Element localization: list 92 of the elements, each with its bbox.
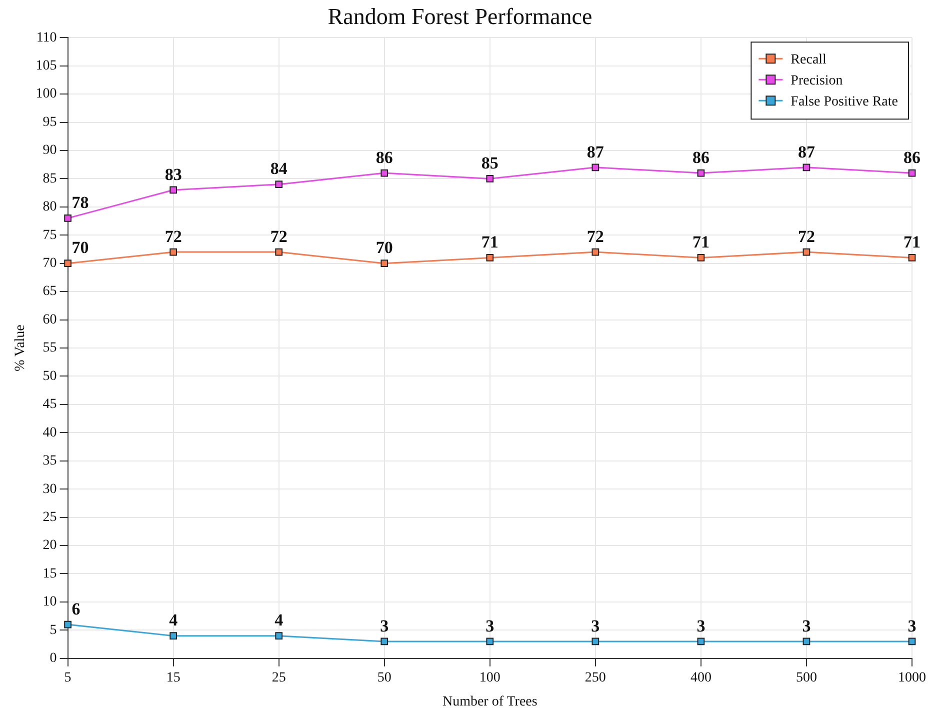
point bbox=[908, 254, 916, 262]
point bbox=[908, 169, 916, 177]
data-label: 3 bbox=[908, 616, 916, 636]
x-tick-label: 400 bbox=[690, 670, 712, 686]
y-tick-label: 25 bbox=[42, 510, 57, 525]
point bbox=[592, 638, 600, 646]
point bbox=[592, 164, 600, 172]
point bbox=[380, 169, 388, 177]
data-label: 3 bbox=[696, 616, 706, 636]
data-label: 4 bbox=[274, 610, 284, 630]
point bbox=[380, 638, 388, 646]
data-label: 86 bbox=[692, 148, 710, 167]
point bbox=[592, 248, 600, 256]
data-label: 6 bbox=[72, 599, 80, 618]
point bbox=[170, 632, 178, 640]
data-label: 70 bbox=[72, 238, 89, 258]
legend-label: Precision bbox=[790, 73, 843, 88]
point bbox=[802, 248, 810, 256]
point bbox=[64, 260, 72, 268]
y-tick-label: 95 bbox=[42, 114, 57, 130]
y-tick-label: 15 bbox=[42, 566, 57, 582]
data-label: 4 bbox=[169, 610, 178, 630]
data-label: 72 bbox=[798, 226, 815, 246]
data-label: 3 bbox=[802, 616, 811, 636]
y-tick-label: 75 bbox=[42, 228, 57, 243]
y-tick-label: 85 bbox=[42, 171, 57, 186]
data-label: 86 bbox=[376, 148, 393, 167]
data-label: 72 bbox=[586, 226, 604, 246]
x-tick-label: 100 bbox=[479, 670, 500, 686]
point bbox=[486, 638, 494, 646]
chart-title: Random Forest Performance bbox=[328, 4, 592, 29]
x-tick-label: 50 bbox=[377, 670, 392, 686]
x-tick-label: 1000 bbox=[898, 670, 926, 686]
data-label: 87 bbox=[798, 142, 816, 162]
data-label: 3 bbox=[591, 616, 600, 636]
point bbox=[275, 632, 283, 640]
x-tick-label: 250 bbox=[584, 670, 606, 686]
data-label: 71 bbox=[692, 232, 710, 252]
y-tick-label: 105 bbox=[36, 58, 57, 74]
y-tick-label: 65 bbox=[42, 284, 57, 300]
y-tick-label: 30 bbox=[42, 482, 57, 497]
x-tick-label: 500 bbox=[796, 670, 817, 686]
legend-label: Recall bbox=[790, 52, 827, 68]
x-axis-title: Number of Trees bbox=[442, 694, 538, 710]
point bbox=[697, 638, 705, 646]
y-tick-label: 20 bbox=[42, 538, 57, 554]
y-tick-label: 50 bbox=[42, 368, 57, 384]
point bbox=[275, 180, 283, 188]
point bbox=[486, 254, 494, 262]
point bbox=[64, 214, 72, 222]
data-label: 72 bbox=[164, 226, 182, 246]
y-tick-label: 110 bbox=[36, 30, 57, 46]
data-label: 71 bbox=[904, 232, 920, 252]
point bbox=[802, 638, 810, 646]
x-tick-label: 5 bbox=[64, 670, 72, 686]
data-label: 3 bbox=[486, 616, 494, 636]
data-label: 86 bbox=[904, 148, 920, 167]
y-tick-label: 35 bbox=[42, 454, 57, 469]
y-tick-label: 45 bbox=[42, 397, 57, 412]
y-axis-title: % Value bbox=[13, 324, 28, 372]
y-tick-label: 90 bbox=[42, 143, 57, 158]
x-tick-label: 25 bbox=[272, 670, 286, 686]
point bbox=[486, 175, 494, 182]
data-label: 87 bbox=[586, 142, 604, 162]
y-tick-label: 55 bbox=[42, 340, 57, 356]
y-tick-label: 70 bbox=[42, 256, 57, 272]
y-tick-label: 40 bbox=[42, 425, 57, 440]
point bbox=[802, 164, 810, 172]
y-tick-label: 10 bbox=[42, 594, 57, 610]
data-label: 70 bbox=[376, 238, 393, 258]
point bbox=[380, 260, 388, 268]
y-tick-label: 80 bbox=[42, 200, 57, 215]
data-label: 85 bbox=[481, 154, 498, 173]
point bbox=[275, 248, 283, 256]
point bbox=[697, 254, 705, 262]
y-tick-label: 60 bbox=[42, 312, 57, 328]
data-label: 71 bbox=[481, 232, 498, 252]
data-label: 78 bbox=[72, 193, 89, 212]
data-label: 3 bbox=[380, 616, 389, 636]
data-label: 83 bbox=[164, 164, 182, 184]
data-label: 84 bbox=[270, 159, 288, 178]
point bbox=[64, 620, 72, 628]
x-tick-label: 15 bbox=[166, 670, 180, 686]
point bbox=[170, 186, 178, 194]
point bbox=[697, 169, 705, 177]
data-label: 72 bbox=[270, 226, 288, 246]
point bbox=[908, 638, 916, 646]
y-tick-label: 5 bbox=[50, 622, 57, 638]
y-tick-label: 100 bbox=[36, 86, 57, 102]
legend-label: False Positive Rate bbox=[790, 94, 898, 110]
y-tick-label: 0 bbox=[50, 651, 57, 666]
point bbox=[170, 248, 178, 256]
